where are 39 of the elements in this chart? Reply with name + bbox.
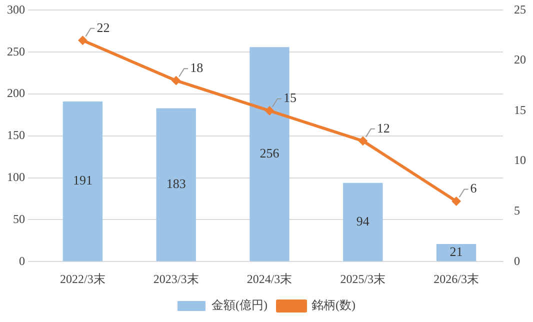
point: [172, 76, 181, 86]
x-tick-label: 2025/3末: [340, 272, 386, 286]
point: [452, 196, 461, 206]
data-label: 15: [284, 90, 296, 106]
y2-tick-label: 20: [514, 52, 526, 67]
data-label: 183: [166, 176, 186, 192]
y-tick-label: 300: [7, 2, 25, 16]
point: [265, 106, 274, 116]
legend-label: 金額(億円): [212, 298, 268, 312]
legend-label: 銘柄(数): [312, 298, 356, 312]
y-tick-label: 150: [7, 128, 25, 142]
y-tick-label: 200: [7, 86, 25, 100]
data-label: 191: [72, 172, 92, 188]
x-tick-label: 2026/3末: [434, 272, 479, 286]
x-tick-label: 2023/3末: [153, 272, 199, 286]
bar: [436, 244, 476, 262]
y2-tick-label: 15: [514, 102, 526, 117]
point: [78, 36, 88, 45]
data-label: 12: [376, 120, 390, 136]
data-label: 21: [450, 244, 463, 259]
data-label: 94: [356, 213, 370, 228]
x-tick-label: 2022/3末: [60, 272, 106, 286]
y-tick-label: 100: [7, 170, 25, 184]
y2-tick-label: 25: [514, 2, 526, 16]
bar: [156, 108, 196, 262]
point: [358, 136, 368, 146]
data-label: 256: [260, 146, 280, 161]
data-label: 22: [96, 20, 110, 35]
data-label: 6: [470, 180, 478, 196]
bar: [343, 182, 383, 262]
bar: [62, 102, 103, 262]
x-tick-label: 2024/3末: [246, 272, 292, 286]
y-tick-label: 0: [19, 254, 25, 268]
data-label: 18: [190, 60, 204, 76]
y-tick-label: 50: [13, 212, 25, 226]
y2-tick-label: 10: [514, 153, 526, 168]
y2-tick-label: 5: [514, 203, 520, 218]
y-tick-label: 250: [7, 44, 25, 58]
y2-tick-label: 0: [514, 254, 520, 268]
